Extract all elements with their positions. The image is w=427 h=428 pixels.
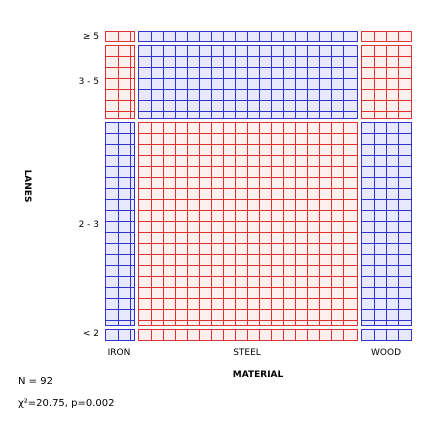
y-tick-labels: ≥ 5 3 - 5 2 - 3 < 2 [79,32,99,339]
tile-steel-ge5 [138,31,358,42]
tile-wood-2-3 [361,122,412,326]
x-axis-title: MATERIAL [233,370,284,380]
tile-steel-lt2 [138,329,358,341]
tile-steel-3-5 [138,45,358,119]
x-tick-iron: IRON [108,348,131,358]
x-tick-steel: STEEL [233,348,261,358]
tile-wood-3-5 [361,45,412,119]
tile-wood-lt2 [361,329,412,341]
y-tick-lt2: < 2 [83,329,99,339]
mosaic-tiles [105,31,412,341]
y-tick-2-3: 2 - 3 [79,220,99,230]
tile-iron-3-5 [105,45,135,119]
tile-iron-lt2 [105,329,135,341]
x-tick-wood: WOOD [371,348,401,358]
y-axis-title: LANES [22,170,32,203]
y-tick-ge5: ≥ 5 [83,32,99,42]
tile-wood-ge5 [361,31,412,42]
tile-steel-2-3 [138,122,358,326]
x-tick-labels: IRON STEEL WOOD [108,348,401,358]
tile-iron-ge5 [105,31,135,42]
chi-square-result: χ²=20.75, p=0.002 [18,398,115,409]
y-tick-3-5: 3 - 5 [79,77,99,87]
tile-iron-2-3 [105,122,135,326]
sample-size: N = 92 [18,376,53,387]
